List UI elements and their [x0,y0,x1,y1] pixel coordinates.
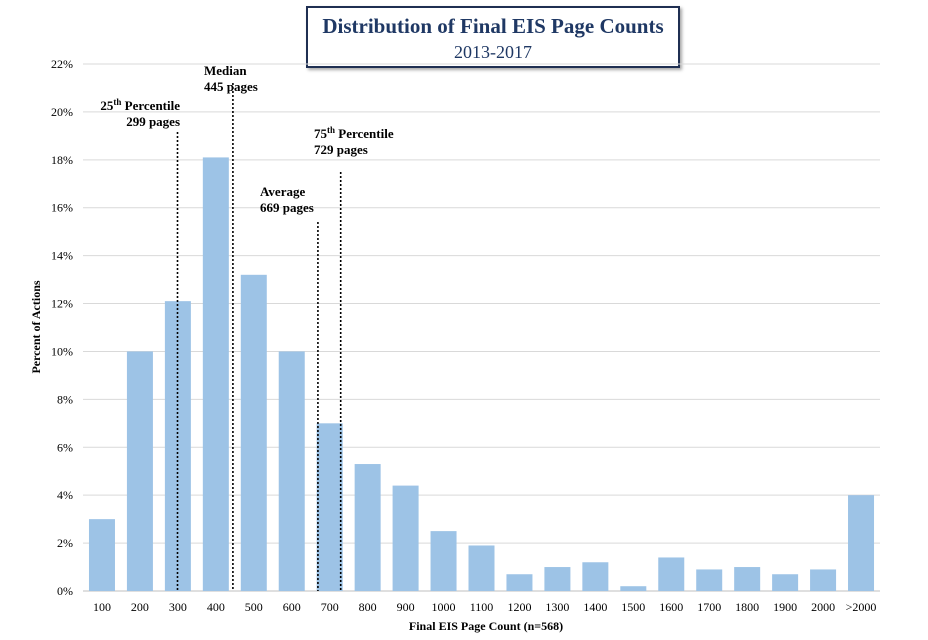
bar [202,157,229,591]
x-tick-label: 900 [397,600,415,614]
annotation-label: 445 pages [204,79,258,94]
bar [810,569,837,591]
y-tick-label: 0% [57,584,73,598]
bar [582,562,609,591]
x-tick-label: 2000 [811,600,835,614]
bar [316,423,343,591]
y-tick-label: 18% [51,153,73,167]
bar [506,574,533,591]
x-tick-label: 700 [321,600,339,614]
annotation-label: Median [204,63,247,78]
bar [658,557,685,591]
x-tick-label: 500 [245,600,263,614]
chart-title: Distribution of Final EIS Page Counts [322,14,664,38]
annotation-label: Average [260,184,305,199]
annotation-label: 669 pages [260,200,314,215]
bar [278,351,305,591]
bar [620,586,647,591]
x-tick-label: >2000 [846,600,877,614]
bar [734,567,761,591]
x-tick-label: 200 [131,600,149,614]
x-tick-label: 800 [359,600,377,614]
x-tick-label: 1400 [583,600,607,614]
bar [354,464,381,591]
chart-subtitle: 2013-2017 [454,42,532,62]
y-tick-label: 12% [51,297,73,311]
x-tick-label: 1700 [697,600,721,614]
bar [126,351,153,591]
bar [392,485,419,591]
x-tick-label: 1200 [507,600,531,614]
y-tick-label: 16% [51,201,73,215]
bar [240,274,267,591]
annotation-label: 299 pages [126,114,180,129]
x-tick-label: 1000 [432,600,456,614]
y-tick-label: 6% [57,440,73,454]
x-tick-label: 1100 [470,600,494,614]
x-tick-label: 1500 [621,600,645,614]
x-axis-label: Final EIS Page Count (n=568) [409,619,563,633]
x-tick-label: 400 [207,600,225,614]
bar [430,531,457,591]
x-tick-label: 300 [169,600,187,614]
annotation-label: 25th Percentile [100,97,180,113]
chart-title-box: Distribution of Final EIS Page Counts 20… [306,6,680,68]
bar [848,495,875,591]
y-tick-label: 8% [57,392,73,406]
x-tick-label: 1800 [735,600,759,614]
x-tick-label: 100 [93,600,111,614]
y-tick-labels: 0% 2% 4% 6% 8% 10% 12% 14% 16% 18% 20% 22% [51,57,73,598]
bars [88,157,875,591]
y-tick-label: 14% [51,249,73,263]
bar [88,519,115,591]
x-tick-labels: 100 200 300 400 500 600 700 800 900 1000 1100 1200 1… [93,600,876,614]
y-tick-label: 22% [51,57,73,71]
x-tick-label: 600 [283,600,301,614]
y-tick-label: 2% [57,536,73,550]
gridlines [83,63,880,592]
y-axis-label: Percent of Actions [29,280,43,373]
bar [544,567,571,591]
annotation-label: 729 pages [314,142,368,157]
y-tick-label: 10% [51,344,73,358]
y-tick-label: 20% [51,105,73,119]
bar [468,545,495,591]
x-tick-label: 1600 [659,600,683,614]
bar [696,569,723,591]
x-tick-label: 1300 [545,600,569,614]
bar [772,574,799,591]
annotation-label: 75th Percentile [314,125,394,141]
y-tick-label: 4% [57,488,73,502]
x-tick-label: 1900 [773,600,797,614]
